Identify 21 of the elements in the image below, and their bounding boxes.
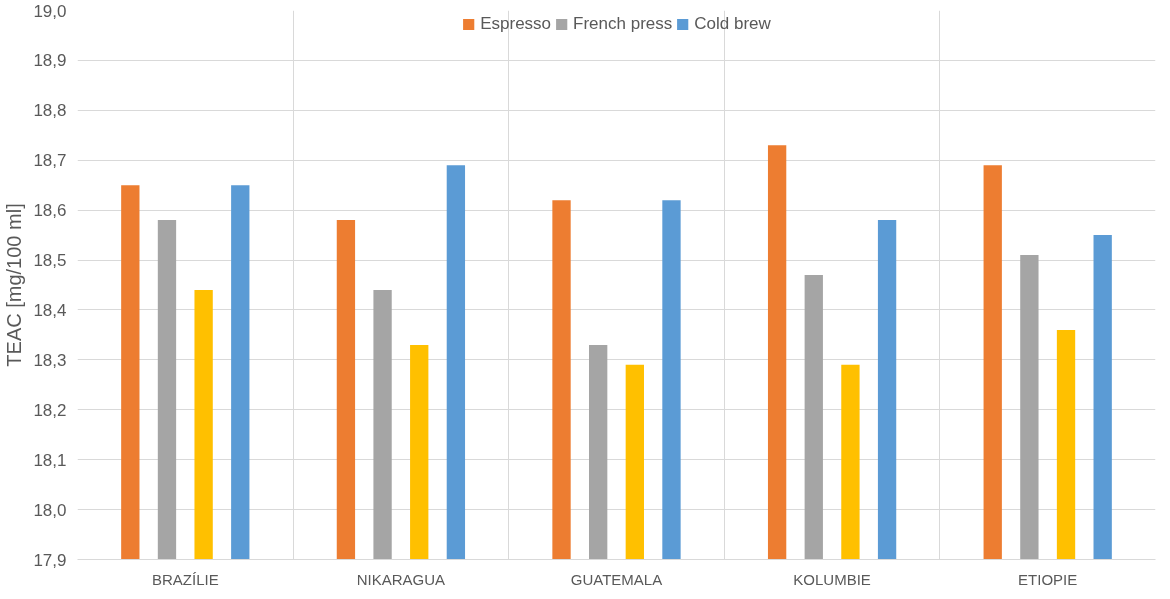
y-axis-title: TEAC [mg/100 ml] [3, 203, 26, 367]
y-tick-label: 18,8 [33, 101, 67, 121]
x-tick-label: BRAZÍLIE [151, 570, 219, 588]
y-tick-label: 18,1 [33, 450, 67, 470]
x-tick-label: NIKARAGUA [356, 570, 446, 588]
legend-label: French press [573, 14, 673, 34]
y-tick-label: 18,0 [33, 500, 67, 520]
y-tick-label: 18,2 [33, 400, 67, 420]
y-tick-label: 19,0 [33, 1, 67, 21]
y-tick-label: 18,3 [33, 350, 67, 370]
y-tick-label: 18,5 [33, 251, 67, 271]
x-tick-label: GUATEMALA [570, 570, 663, 588]
y-tick-label: 18,7 [33, 151, 67, 171]
x-tick-label: ETIOPIE [1018, 570, 1078, 588]
y-tick-label: 17,9 [33, 550, 67, 570]
y-tick-label: 18,9 [33, 51, 67, 71]
legend-label: Cold brew [694, 14, 771, 34]
x-tick-label: KOLUMBIE [793, 570, 871, 588]
y-tick-label: 18,6 [33, 201, 67, 221]
legend-label: Espresso [480, 14, 552, 34]
y-tick-label: 18,4 [33, 300, 67, 320]
